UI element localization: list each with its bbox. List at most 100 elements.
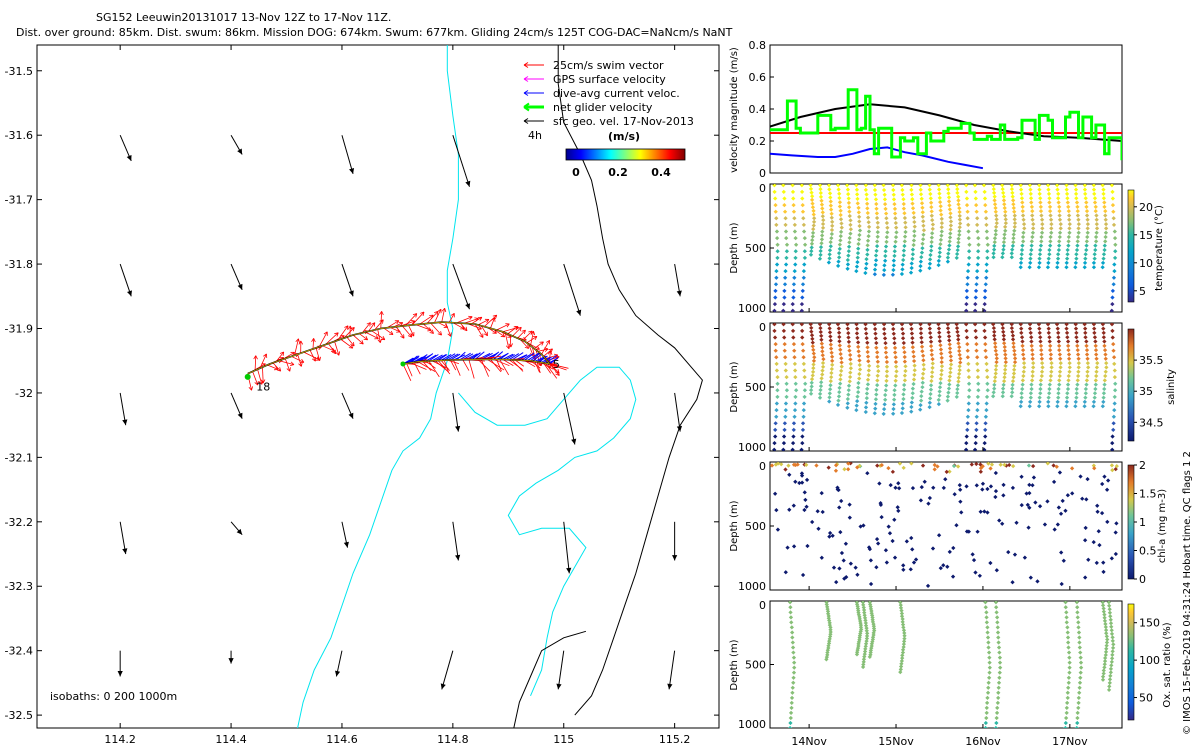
- profile-point: [993, 470, 998, 476]
- profile-point: [1077, 685, 1082, 690]
- profile-point: [1027, 505, 1032, 510]
- profile-point: [1018, 187, 1024, 192]
- profile-point: [925, 583, 931, 589]
- chla-frame: [769, 461, 1123, 591]
- profile-point: [975, 401, 980, 406]
- profile-point: [837, 339, 842, 344]
- profile-point: [984, 610, 989, 615]
- profile-point: [951, 463, 957, 469]
- profile-point: [875, 350, 880, 355]
- profile-point: [1010, 337, 1016, 342]
- profile-point: [901, 567, 906, 572]
- profile-point: [1051, 463, 1056, 468]
- profile-point: [801, 268, 806, 274]
- legend-dac-arrow-icon: [523, 90, 529, 96]
- profile-point: [1067, 660, 1072, 665]
- profile-point: [1064, 710, 1069, 716]
- profile-point: [810, 336, 815, 342]
- profile-point: [1075, 204, 1080, 209]
- profile-point: [936, 401, 941, 407]
- profile-point: [782, 209, 788, 214]
- profile-point: [1073, 404, 1078, 409]
- profile-point: [1002, 341, 1007, 346]
- profile-point: [1064, 260, 1069, 266]
- profile-point: [948, 354, 953, 359]
- profile-point: [874, 206, 879, 211]
- oxygen-frame: [769, 600, 1123, 729]
- profile-point: [987, 665, 992, 670]
- temperature-points: [772, 184, 1118, 312]
- profile-point: [864, 626, 869, 631]
- swim-vector-head-icon: [253, 355, 258, 360]
- profile-point: [954, 394, 959, 399]
- profile-point: [784, 249, 790, 254]
- profile-point: [891, 258, 896, 263]
- profile-point: [965, 355, 970, 360]
- profile-point: [891, 331, 896, 336]
- profile-point: [1101, 330, 1106, 336]
- swim-vector-head-icon: [388, 330, 394, 335]
- profile-point: [1030, 483, 1035, 488]
- profile-point: [985, 242, 990, 247]
- profile-point: [910, 345, 915, 350]
- profile-point: [902, 211, 907, 216]
- profile-point: [890, 184, 896, 188]
- swim-vector-head-icon: [532, 335, 538, 341]
- profile-point: [803, 497, 808, 503]
- profile-point: [819, 341, 824, 346]
- profile-point: [1110, 638, 1115, 643]
- profile-point: [955, 329, 960, 335]
- profile-point: [975, 268, 980, 274]
- map-ytick-label: -31.6: [5, 129, 33, 142]
- profile-point: [1066, 209, 1071, 214]
- profile-point: [874, 248, 879, 253]
- profile-point: [801, 275, 806, 280]
- profile-point: [1012, 213, 1017, 218]
- profile-point: [1111, 275, 1117, 280]
- map-xtick-label: 114.8: [437, 733, 469, 746]
- profile-point: [810, 344, 815, 349]
- profile-point: [827, 620, 832, 625]
- profile-point: [1092, 252, 1097, 257]
- profile-point: [873, 192, 878, 197]
- profile-point: [938, 237, 944, 242]
- profile-point: [945, 255, 951, 260]
- geo-vector-shaft: [557, 650, 565, 690]
- swim-vector: [543, 348, 553, 357]
- profile-point: [1082, 187, 1088, 192]
- profile-point: [893, 364, 899, 369]
- profile-point: [857, 214, 862, 220]
- profile-point: [928, 383, 934, 388]
- profile-point: [877, 481, 882, 486]
- profile-point: [792, 361, 798, 367]
- profile-point: [1076, 625, 1081, 630]
- profile-point: [810, 238, 815, 243]
- profile-point: [867, 547, 872, 552]
- profile-point: [800, 427, 806, 433]
- profile-point: [1010, 194, 1015, 199]
- profile-point: [947, 382, 952, 387]
- colorbar-tick-label: 1.5: [1139, 488, 1157, 501]
- profile-point: [783, 414, 788, 419]
- profile-point: [891, 411, 896, 416]
- profile-point: [863, 641, 869, 646]
- profile-point: [866, 224, 872, 229]
- profile-point: [984, 216, 989, 221]
- profile-point: [1021, 360, 1027, 366]
- profile-point: [781, 189, 786, 195]
- profile-point: [1094, 217, 1099, 222]
- profile-point: [1020, 243, 1025, 248]
- profile-point: [1091, 323, 1097, 327]
- profile-point: [848, 370, 853, 375]
- profile-point: [927, 261, 933, 266]
- profile-point: [887, 531, 893, 536]
- profile-point: [1102, 343, 1107, 348]
- profile-point: [928, 335, 933, 340]
- profile-point: [835, 323, 841, 327]
- swim-vector: [474, 323, 484, 338]
- profile-point: [819, 333, 824, 339]
- swim-vector-head-icon: [513, 325, 519, 331]
- profile-point: [1001, 378, 1007, 384]
- profile-point: [927, 326, 933, 331]
- profile-point: [918, 187, 923, 192]
